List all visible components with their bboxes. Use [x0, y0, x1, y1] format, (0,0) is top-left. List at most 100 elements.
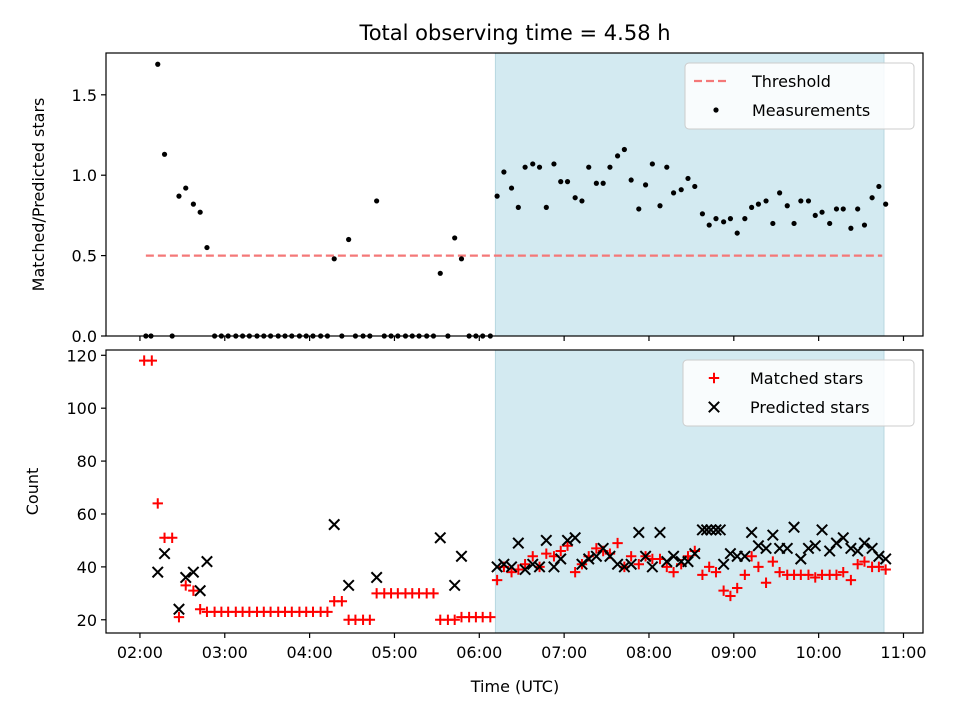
- measurements-point: [636, 206, 642, 212]
- matched-stars-point: [152, 498, 163, 509]
- legend: Matched stars Predicted stars: [682, 359, 915, 427]
- matched-stars-point: [491, 574, 503, 586]
- x-tick-label: 04:00: [287, 643, 333, 662]
- measurements-point: [530, 161, 536, 167]
- y-axis-label: Matched/Predicted stars: [29, 98, 48, 292]
- measurements-point: [784, 203, 790, 209]
- measurements-point: [176, 193, 182, 199]
- matched-stars-point: [612, 537, 623, 549]
- matched-stars-point: [194, 603, 206, 615]
- predicted-stars-point: [714, 523, 727, 536]
- predicted-stars-point: [696, 523, 709, 536]
- measurements-point: [727, 216, 734, 222]
- measurements-point: [664, 164, 670, 170]
- matched-stars-point: [852, 559, 863, 570]
- matched-stars-point: [767, 556, 779, 567]
- measurements-point: [699, 211, 706, 217]
- measurements-point: [798, 198, 804, 204]
- matched-stars-point: [569, 566, 581, 578]
- matched-stars-point: [739, 569, 751, 581]
- predicted-stars-point: [710, 523, 722, 536]
- predicted-stars-point: [830, 537, 843, 549]
- measurements-point: [494, 193, 500, 199]
- predicted-stars-point: [625, 558, 638, 571]
- y-tick-label: 20: [77, 611, 97, 630]
- predicted-stars-point: [505, 560, 518, 573]
- measurements-point: [734, 230, 740, 236]
- measurements-point: [331, 256, 337, 262]
- measurements-point: [374, 198, 380, 204]
- predicted-stars-point: [781, 542, 794, 555]
- predicted-stars-point: [788, 521, 800, 534]
- predicted-stars-point: [802, 542, 815, 555]
- matched-stars-point: [746, 551, 757, 562]
- measurements-point: [755, 201, 762, 207]
- predicted-stars-point: [491, 560, 504, 573]
- predicted-stars-point: [151, 566, 164, 579]
- predicted-stars-point: [704, 523, 717, 536]
- x-tick-label: 06:00: [456, 643, 502, 662]
- legend-predicted-stars-swatch: [708, 401, 720, 413]
- matched-stars-point: [541, 548, 552, 559]
- measurements-point: [685, 175, 691, 182]
- matched-stars-point: [506, 566, 517, 578]
- legend-label: Threshold: [751, 72, 831, 91]
- predicted-stars-point: [837, 531, 850, 544]
- measurements-point: [670, 190, 677, 196]
- measurements-point: [657, 203, 663, 209]
- measurements-point: [564, 179, 571, 185]
- measurements-point: [437, 270, 443, 276]
- measurements-point: [791, 220, 797, 227]
- matched-stars-point: [449, 614, 460, 625]
- measurements-point: [536, 164, 543, 170]
- measurements-point: [579, 198, 585, 204]
- y-tick-label: 0.0: [72, 327, 97, 346]
- predicted-stars-point: [434, 531, 447, 544]
- predicted-stars-point: [342, 579, 355, 592]
- axes-frame: [105, 349, 924, 634]
- predicted-stars-point: [158, 547, 171, 560]
- matched-stars-point: [704, 561, 715, 573]
- predicted-stars-point: [688, 547, 701, 560]
- x-tick-label: 07:00: [541, 643, 587, 662]
- measurements-point: [572, 195, 578, 201]
- matched-stars-point: [519, 559, 531, 570]
- matched-stars-point: [180, 580, 191, 591]
- matched-stars-point: [668, 566, 679, 578]
- matched-stars-point: [591, 543, 602, 554]
- predicted-stars-point: [844, 542, 857, 555]
- legend-box: [682, 359, 915, 427]
- predicted-stars-point: [554, 553, 567, 565]
- measurements-point: [614, 153, 621, 159]
- predicted-stars-point: [760, 542, 772, 555]
- y-tick-label: 40: [77, 558, 97, 577]
- measurements-point: [190, 201, 196, 207]
- legend-measurements-swatch: [713, 107, 719, 113]
- x-tick-label: 10:00: [796, 643, 842, 662]
- predicted-stars-point: [766, 529, 779, 542]
- matched-stars-point: [838, 566, 849, 578]
- legend-matched-stars-swatch: [708, 372, 720, 384]
- predicted-stars-point: [752, 539, 765, 552]
- y-tick-label: 80: [77, 452, 97, 471]
- chart-title: Total observing time = 4.58 h: [358, 21, 670, 45]
- measurements-point: [600, 180, 606, 186]
- predicted-stars-point: [858, 537, 871, 549]
- matched-stars-point: [803, 569, 814, 581]
- measurements-point: [721, 219, 727, 225]
- matched-stars-point: [562, 540, 573, 551]
- bottom-panel: 20 40 60 80 100 120 02:00 03:00 04:00 05:00 06:00 0…: [23, 346, 927, 662]
- measurements-point: [551, 161, 557, 167]
- matched-stars-point: [364, 614, 376, 625]
- measurements-point: [543, 204, 549, 210]
- predicted-stars-point: [455, 550, 468, 563]
- matched-stars-point: [732, 582, 743, 594]
- x-tick-label: 02:00: [117, 643, 163, 662]
- measurements-point: [522, 164, 528, 170]
- measurements-point: [861, 222, 868, 228]
- measurements-point: [805, 198, 812, 204]
- x-axis-label: Time (UTC): [470, 677, 559, 696]
- predicted-stars-point: [745, 526, 758, 539]
- measurements-point: [713, 216, 719, 222]
- matched-stars-point: [831, 569, 842, 581]
